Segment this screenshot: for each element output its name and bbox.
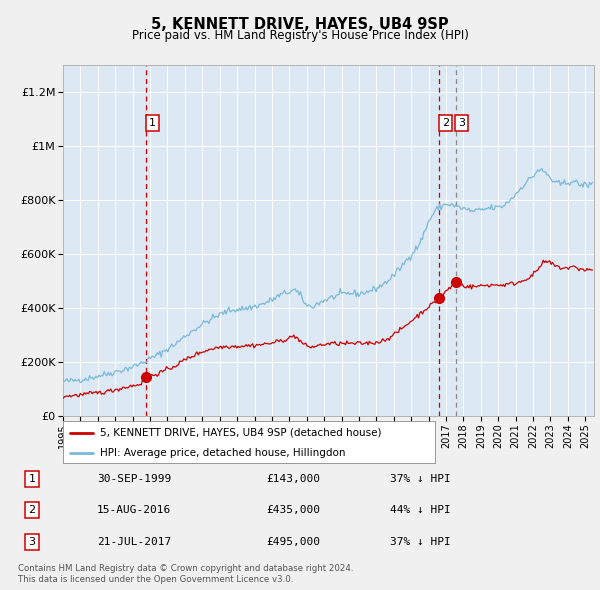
Text: 2: 2 bbox=[442, 118, 449, 128]
Text: 15-AUG-2016: 15-AUG-2016 bbox=[97, 506, 171, 515]
Text: 5, KENNETT DRIVE, HAYES, UB4 9SP: 5, KENNETT DRIVE, HAYES, UB4 9SP bbox=[151, 17, 449, 31]
Text: Contains HM Land Registry data © Crown copyright and database right 2024.: Contains HM Land Registry data © Crown c… bbox=[18, 565, 353, 573]
Text: HPI: Average price, detached house, Hillingdon: HPI: Average price, detached house, Hill… bbox=[100, 448, 346, 457]
Text: 44% ↓ HPI: 44% ↓ HPI bbox=[390, 506, 451, 515]
Text: 1: 1 bbox=[149, 118, 156, 128]
Text: 3: 3 bbox=[458, 118, 465, 128]
Text: 2: 2 bbox=[29, 506, 35, 515]
Text: This data is licensed under the Open Government Licence v3.0.: This data is licensed under the Open Gov… bbox=[18, 575, 293, 584]
Text: £435,000: £435,000 bbox=[266, 506, 320, 515]
Text: Price paid vs. HM Land Registry's House Price Index (HPI): Price paid vs. HM Land Registry's House … bbox=[131, 30, 469, 42]
Text: 30-SEP-1999: 30-SEP-1999 bbox=[97, 474, 171, 484]
Text: 21-JUL-2017: 21-JUL-2017 bbox=[97, 537, 171, 546]
Text: 37% ↓ HPI: 37% ↓ HPI bbox=[390, 474, 451, 484]
Text: £495,000: £495,000 bbox=[266, 537, 320, 546]
Text: 1: 1 bbox=[29, 474, 35, 484]
Text: 37% ↓ HPI: 37% ↓ HPI bbox=[390, 537, 451, 546]
Text: 5, KENNETT DRIVE, HAYES, UB4 9SP (detached house): 5, KENNETT DRIVE, HAYES, UB4 9SP (detach… bbox=[100, 428, 382, 438]
Text: £143,000: £143,000 bbox=[266, 474, 320, 484]
Text: 3: 3 bbox=[29, 537, 35, 546]
